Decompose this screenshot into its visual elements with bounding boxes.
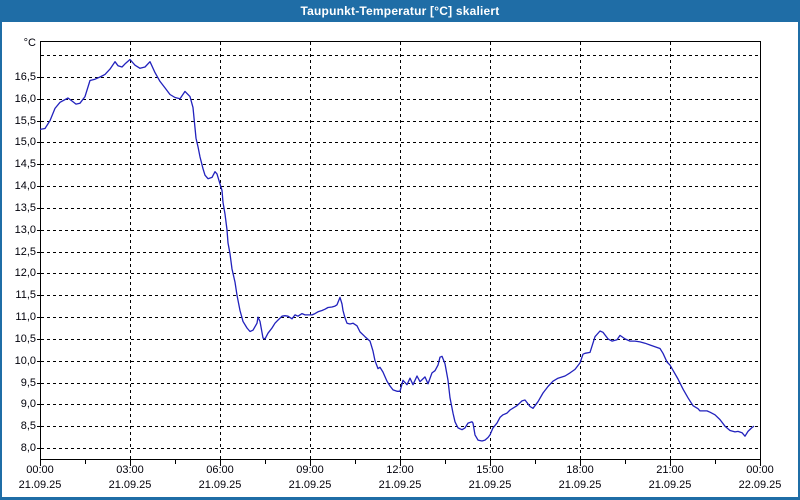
- y-tick-label: 10,5: [14, 332, 36, 345]
- y-tick-label: 9,0: [20, 398, 36, 411]
- x-tick-time-label: 21:00: [656, 464, 684, 476]
- x-tick-time-label: 00:00: [746, 464, 774, 476]
- x-tick-time-label: 09:00: [296, 464, 324, 476]
- y-tick-label: 9,5: [20, 376, 36, 389]
- window-titlebar: Taupunkt-Temperatur [°C] skaliert: [2, 2, 798, 22]
- x-tick-date-label: 21.09.25: [18, 479, 62, 491]
- x-tick-time-label: 18:00: [566, 464, 594, 476]
- window-title: Taupunkt-Temperatur [°C] skaliert: [300, 4, 500, 18]
- plot-svg: [37, 41, 761, 466]
- y-tick-label: 11,5: [15, 289, 36, 302]
- plot-border: [40, 41, 761, 460]
- x-tick-date-label: 22.09.25: [738, 479, 782, 491]
- y-tick-label: 15,0: [14, 136, 36, 149]
- y-tick-label: 12,5: [14, 245, 36, 258]
- x-tick-date-label: 21.09.25: [198, 479, 242, 491]
- x-tick-time-label: 06:00: [206, 464, 234, 476]
- x-tick-date-label: 21.09.25: [378, 479, 422, 491]
- y-tick-label: 16,5: [14, 71, 36, 83]
- y-tick-label: 14,0: [14, 180, 36, 193]
- x-tick-date-label: 21.09.25: [558, 479, 602, 491]
- y-axis-unit-label: °C: [23, 37, 36, 49]
- y-tick-label: 10,0: [14, 354, 36, 367]
- y-tick-label: 16,0: [14, 92, 36, 105]
- dewpoint-line: [39, 58, 755, 442]
- y-tick-label: 13,0: [14, 223, 36, 236]
- y-tick-label: 12,0: [14, 267, 36, 280]
- x-tick-date-label: 21.09.25: [468, 479, 512, 491]
- y-tick-label: 8,5: [20, 420, 36, 433]
- x-tick-time-label: 03:00: [116, 464, 144, 476]
- y-tick-label: 13,5: [14, 201, 36, 214]
- y-tick-label: 8,0: [20, 442, 36, 454]
- y-tick-label: 15,5: [14, 114, 36, 127]
- y-tick-label: 11,0: [15, 311, 36, 324]
- x-tick-time-label: 12:00: [386, 464, 414, 476]
- y-tick-label: 14,5: [14, 158, 36, 171]
- x-tick-time-label: 15:00: [476, 464, 504, 476]
- x-tick-date-label: 21.09.25: [108, 479, 152, 491]
- plot-area: [37, 41, 761, 466]
- x-tick-date-label: 21.09.25: [288, 479, 332, 491]
- x-tick-time-label: 00:00: [26, 464, 54, 476]
- x-tick-date-label: 21.09.25: [648, 479, 692, 491]
